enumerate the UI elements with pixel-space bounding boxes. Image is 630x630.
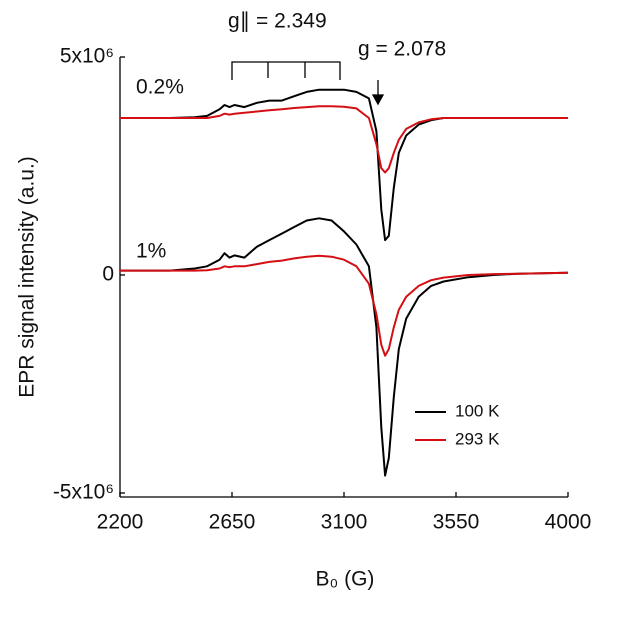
arrow-head	[371, 94, 385, 106]
series-line	[120, 254, 569, 357]
x-tick-label: 3550	[433, 511, 480, 534]
series-line	[120, 105, 568, 174]
y-tick-label: 0	[102, 263, 114, 286]
legend-label: 293 K	[455, 429, 500, 448]
x-tick-label: 4000	[545, 511, 592, 534]
series-line	[120, 88, 568, 242]
y-tick-label: 5x10⁶	[60, 45, 114, 68]
series-line	[120, 217, 569, 477]
bracket-lines	[231, 61, 341, 80]
y-axis-label: EPR signal intensity (a.u.)	[16, 156, 39, 398]
x-tick-label: 2650	[209, 511, 256, 534]
x-tick-label: 2200	[97, 511, 144, 534]
bracket	[231, 61, 385, 106]
annotation: g∥ = 2.349	[228, 10, 327, 33]
y-tick-label: -5x10⁶	[53, 481, 114, 504]
legend-label: 100 K	[455, 401, 500, 420]
annotation: g = 2.078	[358, 38, 446, 61]
annotation: 0.2%	[136, 76, 184, 99]
annotation: 1%	[136, 240, 166, 263]
x-axis-label: B₀ (G)	[316, 568, 375, 591]
x-tick-label: 3100	[321, 511, 368, 534]
